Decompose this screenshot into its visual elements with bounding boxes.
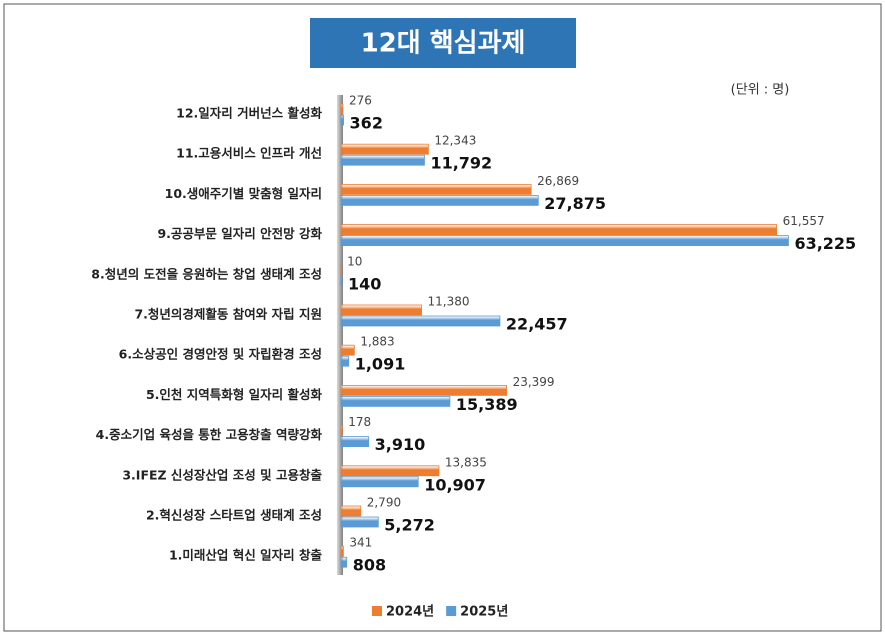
value-label: 12,343: [434, 134, 476, 148]
category-label: 7.청년의경제활동 참여와 자립 지원: [134, 307, 322, 322]
bar: [341, 517, 378, 527]
value-label: 13,835: [445, 455, 487, 469]
category-label: 3.IFEZ 신성장산업 조성 및 고용창출: [122, 467, 322, 482]
bar: [341, 396, 450, 406]
category-label: 10.생애주기별 맞춤형 일자리: [165, 186, 322, 201]
value-label: 3,910: [375, 435, 426, 454]
value-label: 63,225: [794, 234, 856, 253]
value-label: 5,272: [384, 516, 435, 535]
bar: [341, 104, 343, 114]
unit-label: (단위 : 명): [731, 83, 790, 98]
bar: [341, 426, 342, 436]
bar: [341, 557, 347, 567]
value-label: 1,091: [355, 355, 406, 374]
bar: [341, 316, 500, 326]
bar: [341, 155, 424, 165]
bar: [341, 437, 369, 447]
category-label: 11.고용서비스 인프라 개선: [176, 146, 322, 161]
bar: [341, 356, 349, 366]
axis: [337, 95, 343, 575]
bar: [341, 276, 342, 286]
bar: [341, 195, 538, 205]
value-label: 140: [348, 274, 381, 293]
bar: [341, 236, 788, 246]
bar: [341, 305, 422, 315]
legend-swatch: [446, 606, 456, 616]
value-label: 2,790: [367, 496, 401, 510]
category-label: 1.미래산업 혁신 일자리 창출: [169, 548, 323, 563]
value-label: 1,883: [360, 335, 394, 349]
bar: [341, 466, 439, 476]
category-label: 5.인천 지역특화형 일자리 활성화: [146, 387, 323, 402]
legend-label: 2025년: [460, 605, 508, 620]
bar: [341, 115, 344, 125]
bar: [341, 184, 531, 194]
bar: [341, 385, 507, 395]
bar: [341, 144, 428, 154]
category-label: 8.청년의 도전을 응원하는 창업 생태계 조성: [91, 266, 322, 281]
category-label: 12.일자리 거버넌스 활성화: [176, 106, 322, 121]
value-label: 178: [348, 415, 371, 429]
category-label: 4.중소기업 육성을 통한 고용창출 역량강화: [96, 427, 323, 442]
value-label: 362: [350, 114, 383, 133]
value-label: 276: [349, 94, 372, 108]
category-label: 2.혁신성장 스타트업 생태계 조성: [146, 508, 322, 523]
value-label: 22,457: [506, 315, 568, 334]
category-label: 9.공공부문 일자리 안전망 강화: [157, 226, 322, 241]
value-label: 27,875: [544, 194, 606, 213]
bar: [341, 506, 361, 516]
value-label: 23,399: [513, 375, 555, 389]
bar: [341, 477, 418, 487]
chart-title: 12대 핵심과제: [361, 29, 526, 59]
value-label: 10,907: [424, 475, 486, 494]
value-label: 61,557: [783, 214, 825, 228]
value-label: 26,869: [537, 174, 579, 188]
legend-swatch: [372, 606, 382, 616]
bar: [341, 225, 777, 235]
value-label: 808: [353, 556, 386, 575]
value-label: 341: [349, 536, 372, 550]
legend-label: 2024년: [386, 605, 434, 620]
category-label: 6.소상공인 경영안정 및 자립환경 조성: [119, 347, 322, 362]
bar: [341, 546, 343, 556]
value-label: 11,380: [428, 295, 470, 309]
bar: [341, 345, 354, 355]
value-label: 10: [347, 254, 362, 268]
value-label: 15,389: [456, 395, 518, 414]
value-label: 11,792: [430, 154, 492, 173]
